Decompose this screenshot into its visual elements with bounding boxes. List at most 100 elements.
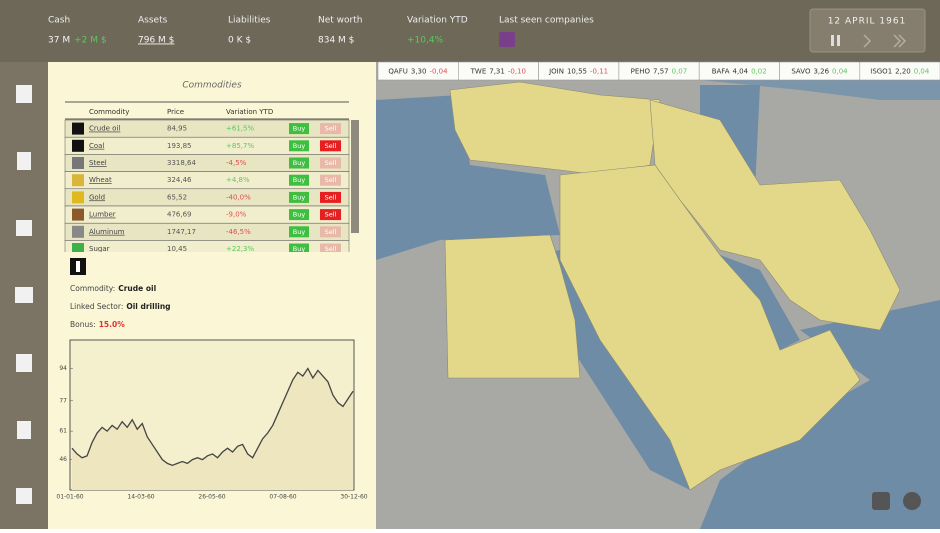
pause-button[interactable] — [831, 35, 834, 46]
ticker-text: PEHO — [631, 68, 651, 76]
play-button[interactable] — [863, 34, 872, 48]
ticker-text: QAFU — [388, 68, 407, 76]
sell-button — [320, 243, 341, 252]
buy-label: Buy — [293, 142, 306, 150]
commodity-price: 84,95 — [167, 125, 187, 133]
ticker-item[interactable]: TWE 7,31 -0,10 — [470, 68, 526, 76]
buy-label: Buy — [293, 125, 306, 133]
map-button[interactable] — [872, 492, 890, 510]
commodity-name[interactable]: Coal — [89, 142, 104, 150]
menu-icon[interactable] — [16, 220, 32, 236]
buy-label: Buy — [293, 193, 306, 201]
ticker-item[interactable]: JOIN 10,55 -0,11 — [548, 68, 608, 76]
commodity-name[interactable]: Gold — [89, 193, 105, 201]
ticker-text: -0,10 — [508, 68, 526, 76]
commodity-icon-glyph — [76, 261, 80, 272]
fast-button[interactable] — [893, 34, 902, 48]
buy-button[interactable] — [289, 140, 309, 152]
row-icon — [72, 208, 84, 221]
buy-button[interactable] — [289, 123, 309, 135]
ticker-text: 7,57 — [653, 68, 669, 76]
ticker-text: 0,04 — [914, 68, 930, 76]
buy-label: Buy — [293, 176, 306, 184]
ticker-item[interactable]: BAFA 4,04 0,02 — [712, 68, 767, 76]
fast-button[interactable] — [898, 34, 907, 48]
buy-button[interactable] — [289, 243, 309, 255]
price-line — [71, 367, 354, 467]
stat-label: Assets — [138, 16, 168, 26]
commodity-price: 324,46 — [167, 176, 192, 184]
stat-label: Cash — [48, 16, 70, 26]
sell-label: Sell — [325, 142, 337, 150]
sell-label: Sell — [325, 228, 337, 236]
sell-button — [320, 174, 341, 186]
buy-label: Buy — [293, 159, 306, 167]
ticker-text: JOIN — [548, 68, 564, 76]
buy-button[interactable] — [289, 191, 309, 203]
detail-label: Commodity: — [70, 284, 115, 293]
menu-icon[interactable] — [17, 152, 31, 170]
ticker-text: 3,26 — [813, 68, 829, 76]
commodity-price: 1747,17 — [167, 228, 196, 236]
buy-button[interactable] — [289, 174, 309, 186]
sell-button[interactable] — [320, 209, 341, 221]
commodity-name[interactable]: Crude oil — [89, 125, 120, 133]
buy-button[interactable] — [289, 209, 309, 221]
commodity-variation: -9,0% — [226, 211, 247, 219]
x-tick-label: 01-01-60 — [56, 494, 83, 501]
date-box — [809, 8, 926, 53]
sell-label: Sell — [325, 211, 337, 219]
ticker-item[interactable]: QAFU 3,30 -0,04 — [388, 68, 448, 76]
detail-value: Oil drilling — [126, 302, 170, 311]
ticker-text: 4,04 — [732, 68, 748, 76]
commodity-variation: +22,3% — [226, 245, 254, 253]
sell-button[interactable] — [320, 191, 341, 203]
commodity-price: 3318,64 — [167, 159, 196, 167]
menu-icon[interactable] — [15, 287, 33, 303]
stat-label: Net worth — [318, 16, 362, 26]
commodity-price: 476,69 — [167, 211, 192, 219]
y-tick-label: 61 — [59, 428, 67, 435]
stat-value: +10,4% — [407, 36, 444, 46]
ticker-text: 0,02 — [751, 68, 767, 76]
commodity-name[interactable]: Sugar — [89, 245, 110, 253]
ticker-text: SAVO — [791, 68, 811, 76]
buy-button[interactable] — [289, 157, 309, 169]
sell-label: Sell — [325, 176, 337, 184]
ticker-item[interactable]: ISGO1 2,20 0,04 — [870, 68, 930, 76]
detail-value: Crude oil — [118, 284, 156, 293]
ticker-text: ISGO1 — [870, 68, 892, 76]
detail-label: Linked Sector: — [70, 302, 123, 311]
company-icon[interactable] — [499, 32, 515, 47]
commodity-name[interactable]: Aluminum — [89, 228, 125, 236]
commodity-variation: +4,8% — [226, 176, 250, 184]
menu-icon[interactable] — [16, 488, 32, 504]
stat-change: +2 M $ — [74, 36, 106, 46]
map[interactable] — [376, 62, 940, 529]
buy-label: Buy — [293, 211, 306, 219]
menu-icon[interactable] — [16, 85, 32, 103]
ticker-item[interactable]: PEHO 7,57 0,07 — [631, 68, 688, 76]
ticker-item[interactable]: SAVO 3,26 0,04 — [791, 68, 848, 76]
price-area — [72, 368, 353, 490]
scrollbar[interactable] — [351, 120, 359, 233]
sell-button[interactable] — [320, 140, 341, 152]
globe-button[interactable] — [903, 492, 921, 510]
y-tick-label: 77 — [59, 397, 67, 404]
buy-button[interactable] — [289, 226, 309, 238]
menu-icon[interactable] — [16, 354, 32, 372]
pause-button[interactable] — [837, 35, 840, 46]
sell-label: Sell — [325, 245, 337, 253]
detail-value: 15.0% — [99, 320, 126, 329]
last-seen-label: Last seen companies — [499, 16, 594, 26]
detail-line: Commodity: Crude oil — [70, 284, 156, 293]
commodity-name[interactable]: Steel — [89, 159, 107, 167]
commodity-name[interactable]: Wheat — [89, 176, 112, 184]
row-icon — [72, 191, 84, 204]
x-tick-label: 30-12-60 — [340, 494, 367, 501]
menu-icon[interactable] — [17, 421, 31, 439]
commodity-name[interactable]: Lumber — [89, 211, 116, 219]
stat-label: Liabilities — [228, 16, 271, 26]
row-icon — [72, 174, 84, 187]
detail-line: Linked Sector: Oil drilling — [70, 302, 171, 311]
